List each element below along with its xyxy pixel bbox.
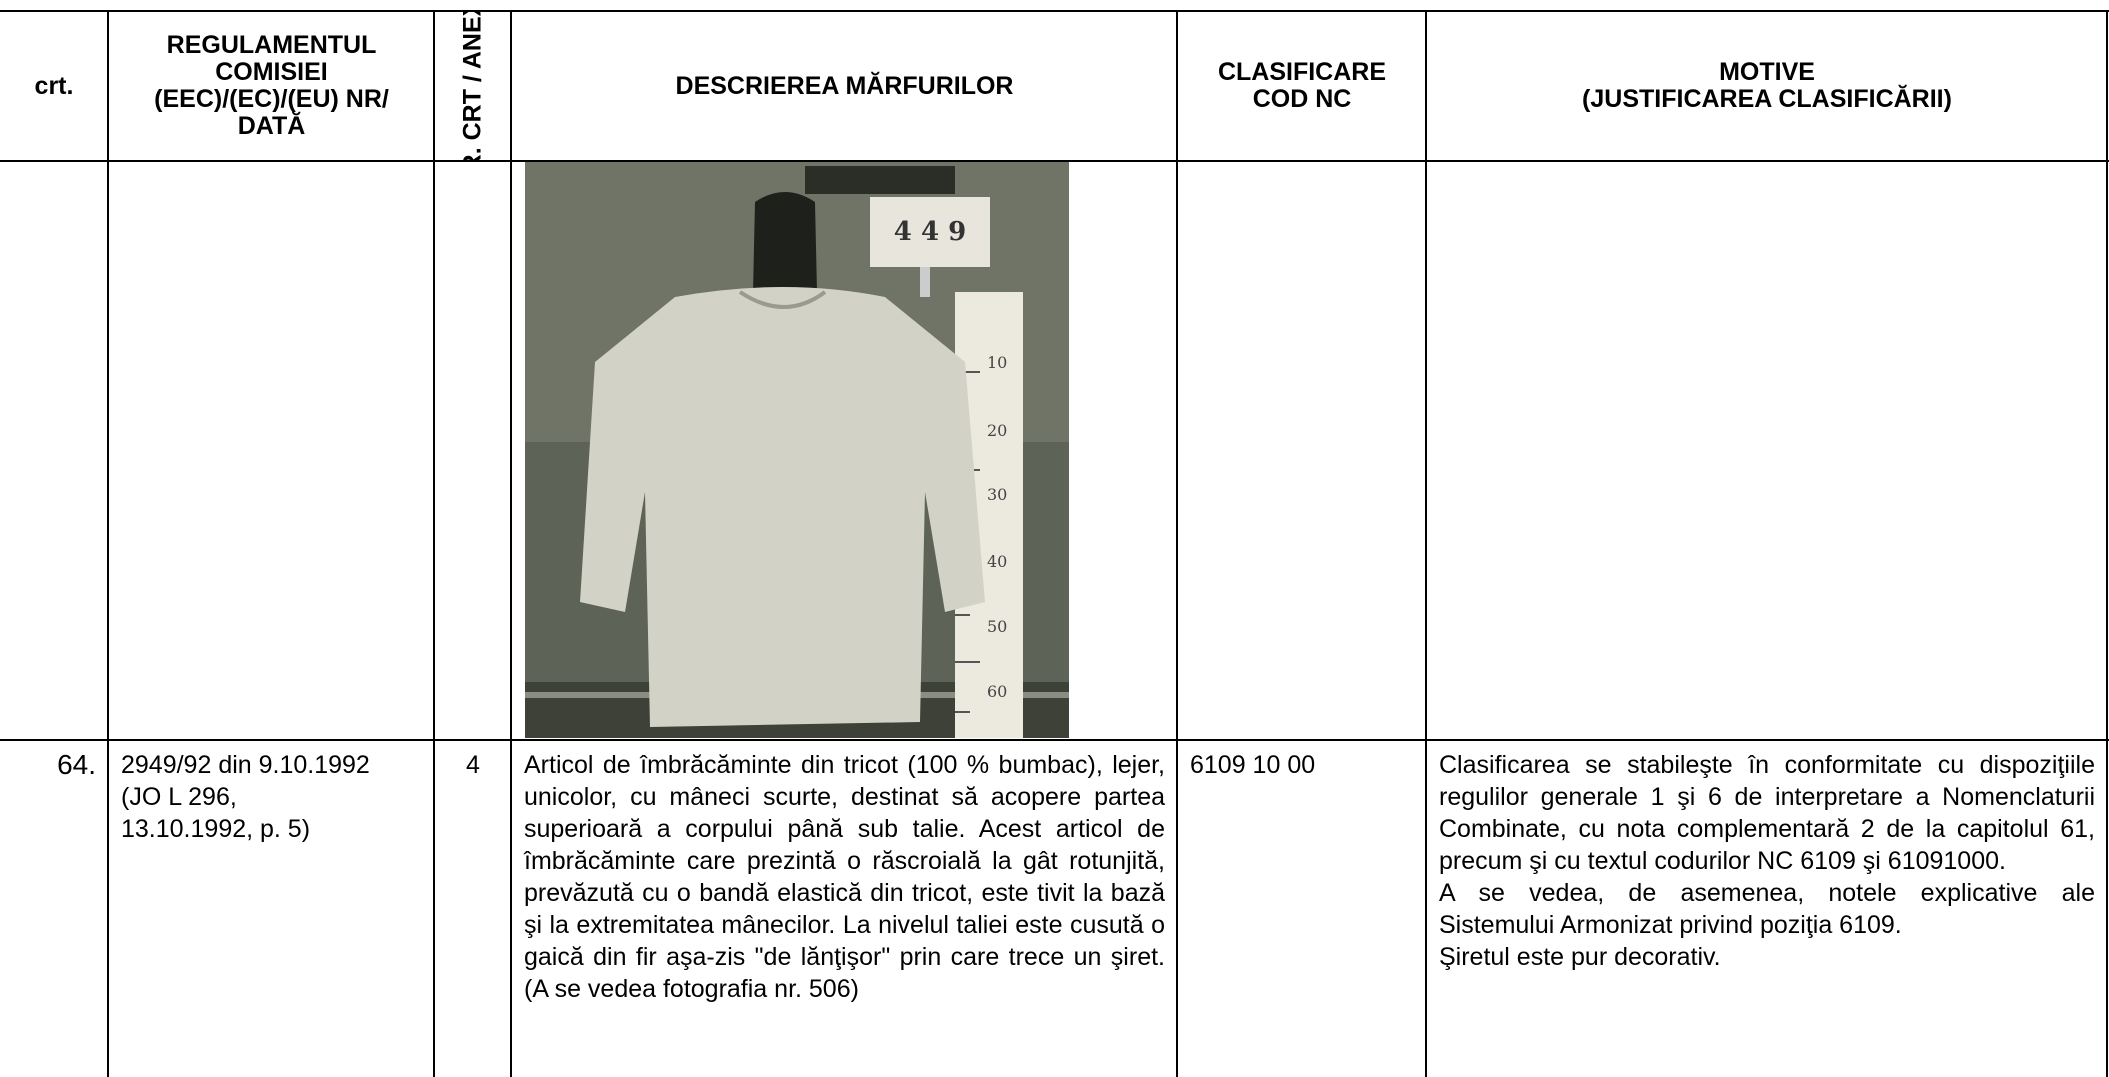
cell-text: 2949/92 din 9.10.1992 [121,751,370,779]
header-text: crt. [34,71,74,100]
header-text: DATĂ [237,112,306,140]
cell-text: Şiretul este pur decorativ. [1439,943,1721,971]
ruler-label: 10 [987,353,1007,372]
product-photo: 4 4 9 10 20 30 40 50 60 [525,162,1069,738]
row-number: 64. [0,741,108,1077]
ruler-label: 40 [987,552,1007,571]
header-text: REGULAMENTUL [166,31,377,59]
header-cell: MOTIVE (JUSTIFICAREA CLASIFICĂRII) [1427,12,2107,160]
header-cell: REGULAMENTUL COMISIEI (EEC)/(EC)/(EU) NR… [109,12,434,160]
cell-text: 64. [57,749,96,780]
cell-text: A se vedea, de asemenea, notele explicat… [1439,879,2095,939]
annex-cell: 4 [435,741,511,1077]
cell-text: 6109 10 00 [1190,751,1316,779]
reasons-cell: Clasificarea se stabileşte în conformita… [1427,741,2107,1077]
header-text: (JUSTIFICAREA CLASIFICĂRII) [1582,85,1952,113]
photo-tag: 4 4 9 [894,217,966,247]
cell-text: Articol de îmbrăcăminte din tricot (100 … [524,751,1165,1003]
header-text: NR. CRT / ANEXA [458,12,487,160]
ruler-label: 50 [987,617,1007,636]
cell-text: 13.10.1992, p. 5) [121,815,311,843]
header-text: MOTIVE [1719,58,1815,86]
cell-text: 4 [466,751,480,779]
cell-text: (JO L 296, [121,783,237,811]
header-text: CLASIFICARE [1217,58,1387,86]
header-cell: crt. [0,12,108,160]
header-text: COD NC [1252,85,1352,113]
header-text: COMISIEI [215,58,328,86]
ruler-label: 60 [987,682,1007,701]
description-cell: Articol de îmbrăcăminte din tricot (100 … [512,741,1177,1077]
regulation-cell: 2949/92 din 9.10.1992 (JO L 296, 13.10.1… [109,741,434,1077]
ruler-label: 20 [987,421,1007,440]
header-cell: DESCRIEREA MĂRFURILOR [512,12,1177,160]
header-cell: CLASIFICARE COD NC [1178,12,1426,160]
header-text: DESCRIEREA MĂRFURILOR [675,71,1014,100]
header-text: (EEC)/(EC)/(EU) NR/ [154,85,389,113]
code-cell: 6109 10 00 [1178,741,1426,1077]
cell-text: Clasificarea se stabileşte în conformita… [1439,751,2095,875]
ruler-label: 30 [987,485,1007,504]
header-cell: NR. CRT / ANEXA [435,12,511,160]
